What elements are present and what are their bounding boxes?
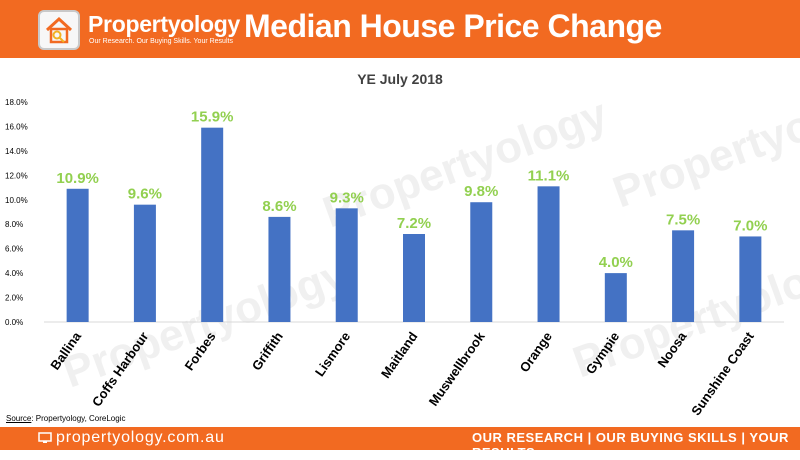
bar-chart: PropertyologyPropertyologyPropertyologyP… [5,69,800,418]
watermark-text: Propertyology [317,89,615,237]
bar [133,204,156,322]
footer-bar [0,427,800,450]
bar-value-label: 15.9% [191,109,234,126]
source-text: : Propertyology, CoreLogic [31,414,126,423]
house-logo-icon [38,10,80,50]
y-tick-label: 18.0% [5,98,28,107]
bar-value-label: 7.0% [733,217,767,234]
bar-value-label: 7.2% [397,215,431,232]
y-tick-label: 16.0% [5,122,28,131]
bar-value-label: 9.6% [128,186,162,203]
bar-value-label: 4.0% [599,254,633,271]
bar-value-label: 7.5% [666,211,700,228]
bar [470,202,493,322]
bar [66,188,89,322]
bar [739,236,762,322]
y-tick-label: 14.0% [5,147,28,156]
y-tick-label: 2.0% [5,294,23,303]
y-tick-label: 10.0% [5,196,28,205]
bar-value-label: 10.9% [56,170,99,187]
x-tick-label: Lismore [312,329,353,379]
header-bar [0,0,800,58]
source-note: Source: Propertyology, CoreLogic [6,414,125,423]
bar-value-label: 11.1% [528,167,570,184]
x-tick-label: Orange [517,329,555,375]
x-tick-label: Muswellbrook [426,328,488,408]
bar [201,127,224,323]
bar-value-label: 9.3% [330,189,364,206]
x-tick-label: Maitland [378,329,421,381]
monitor-icon [38,432,52,443]
source-label: Source [6,414,32,423]
footer-url: propertyology.com.au [56,429,225,446]
bar [403,234,425,322]
bar [604,273,627,322]
watermark-text: Propertyology [607,69,800,217]
chart-title: YE July 2018 [357,71,443,87]
bar [268,216,291,322]
bar [672,230,695,322]
bar-value-label: 9.8% [464,183,498,200]
page-title: Median House Price Change [244,8,662,44]
y-tick-label: 8.0% [5,220,23,229]
bar [335,208,358,322]
brand-tagline: Our Research. Our Buying Skills. Your Re… [89,38,233,45]
brand-name: Propertyology [88,11,241,37]
y-tick-label: 12.0% [5,171,28,180]
y-tick-label: 0.0% [5,318,23,327]
y-tick-label: 6.0% [5,245,23,254]
y-tick-label: 4.0% [5,269,23,278]
bar-value-label: 8.6% [262,198,296,215]
x-tick-label: Griffith [249,329,286,373]
footer-motto: OUR RESEARCH | OUR BUYING SKILLS | YOUR … [472,430,789,460]
bar [537,186,560,322]
